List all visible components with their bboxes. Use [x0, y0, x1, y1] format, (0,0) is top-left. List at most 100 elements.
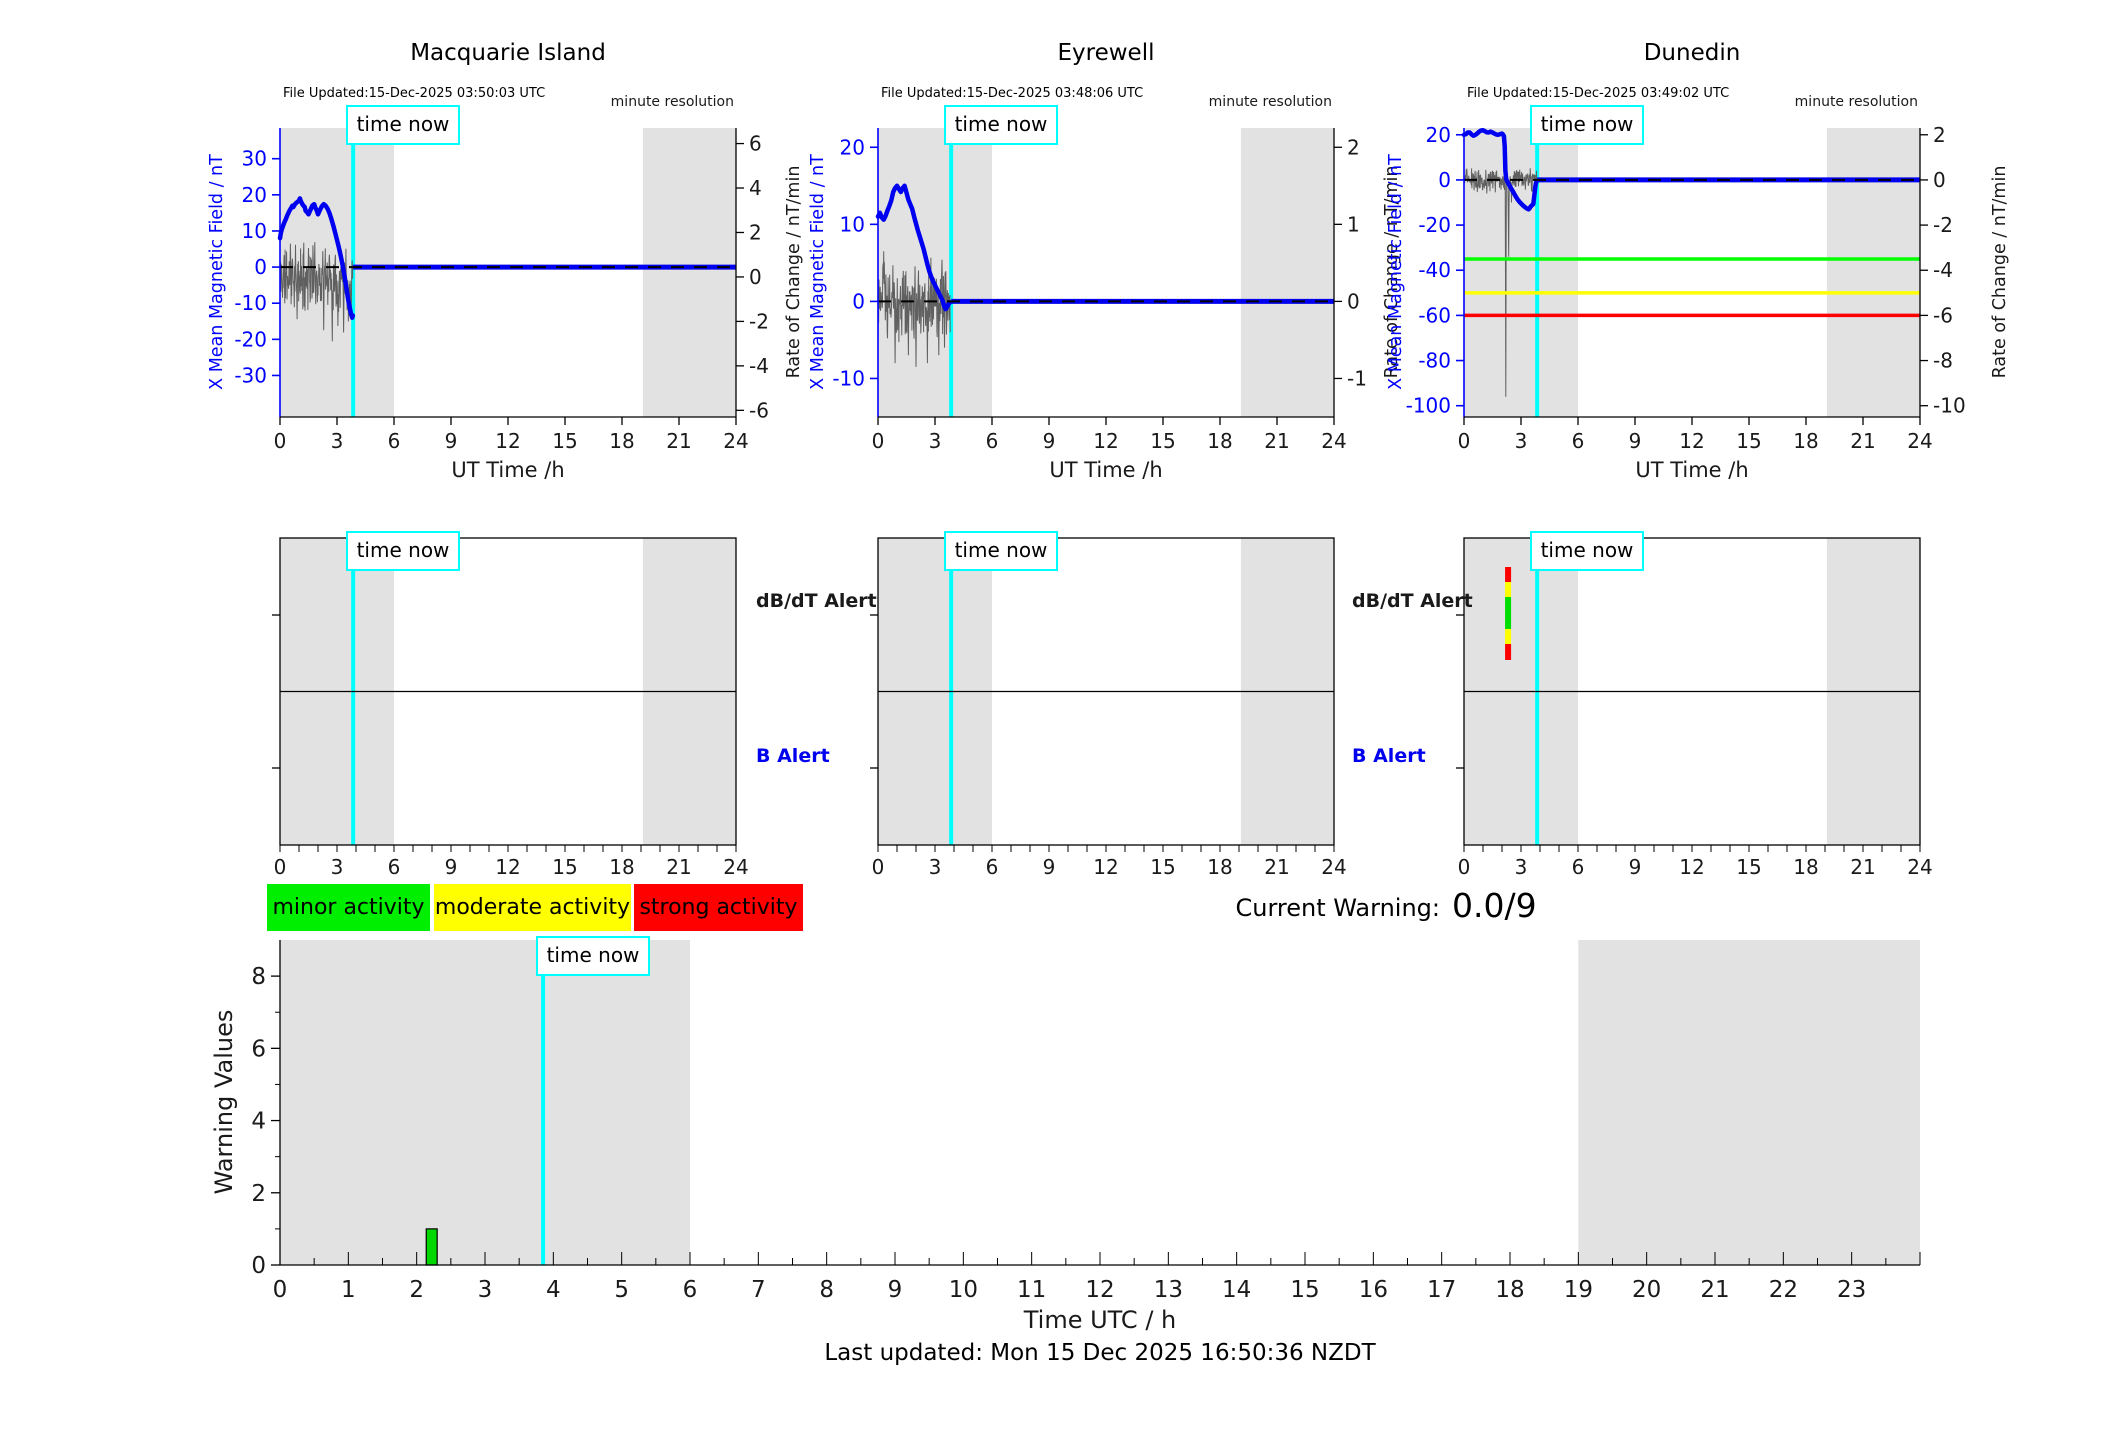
- warning-x-axis-label: Time UTC / h: [1023, 1306, 1177, 1334]
- svg-text:23: 23: [1837, 1277, 1866, 1303]
- svg-text:-2: -2: [749, 309, 769, 333]
- dbdt-alert-label: dB/dT Alert: [1352, 590, 1473, 612]
- svg-text:9: 9: [1629, 855, 1642, 879]
- time-now-box-alert: time now: [346, 531, 460, 571]
- svg-text:2: 2: [1347, 135, 1360, 159]
- svg-text:19: 19: [1564, 1277, 1593, 1303]
- file-updated-text: File Updated:15-Dec-2025 03:50:03 UTC: [283, 86, 546, 101]
- current-warning-value: 0.0/9: [1452, 886, 1537, 925]
- svg-text:15: 15: [552, 855, 577, 879]
- svg-text:20: 20: [1632, 1277, 1661, 1303]
- svg-text:4: 4: [749, 176, 762, 200]
- svg-text:24: 24: [723, 429, 748, 453]
- svg-text:-80: -80: [1418, 349, 1451, 373]
- legend-item-moderate: moderate activity: [434, 884, 631, 931]
- svg-text:-10: -10: [832, 366, 865, 390]
- svg-text:0: 0: [872, 855, 885, 879]
- svg-text:0: 0: [251, 1253, 266, 1279]
- footer-last-updated: Last updated: Mon 15 Dec 2025 16:50:36 N…: [824, 1340, 1376, 1366]
- x-axis-label: UT Time /h: [451, 458, 565, 482]
- svg-text:1: 1: [341, 1277, 356, 1303]
- svg-text:12: 12: [1093, 429, 1118, 453]
- svg-text:15: 15: [1736, 429, 1761, 453]
- svg-text:-40: -40: [1418, 258, 1451, 282]
- svg-text:8: 8: [251, 964, 266, 990]
- svg-text:2: 2: [1933, 123, 1946, 147]
- svg-text:0: 0: [1458, 429, 1471, 453]
- svg-text:9: 9: [1629, 429, 1642, 453]
- svg-text:13: 13: [1154, 1277, 1183, 1303]
- svg-text:18: 18: [1793, 429, 1818, 453]
- svg-text:20: 20: [840, 135, 865, 159]
- svg-text:18: 18: [609, 429, 634, 453]
- alert-panel-1: 0 3 6 9 12 15 18 21 24: [870, 537, 1347, 879]
- svg-text:16: 16: [1359, 1277, 1388, 1303]
- svg-text:-30: -30: [234, 363, 267, 387]
- svg-text:24: 24: [1907, 429, 1932, 453]
- svg-text:3: 3: [331, 429, 344, 453]
- svg-text:21: 21: [1264, 429, 1289, 453]
- file-updated-text: File Updated:15-Dec-2025 03:49:02 UTC: [1467, 86, 1730, 101]
- svg-text:22: 22: [1769, 1277, 1798, 1303]
- svg-text:21: 21: [1700, 1277, 1729, 1303]
- y-axis-label-left: X Mean Magnetic Field / nT: [808, 154, 828, 390]
- svg-text:15: 15: [1150, 855, 1175, 879]
- svg-text:0: 0: [749, 265, 762, 289]
- svg-text:21: 21: [1850, 855, 1875, 879]
- svg-text:6: 6: [986, 429, 999, 453]
- y-axis-label-right: Rate of Change / nT/min: [1990, 165, 2010, 379]
- svg-text:9: 9: [445, 855, 458, 879]
- svg-text:3: 3: [929, 855, 942, 879]
- svg-text:9: 9: [1043, 429, 1056, 453]
- time-now-box-alert: time now: [944, 531, 1058, 571]
- time-now-box: time now: [944, 105, 1058, 145]
- svg-text:2: 2: [251, 1181, 266, 1207]
- svg-text:3: 3: [929, 429, 942, 453]
- svg-text:9: 9: [888, 1277, 903, 1303]
- svg-text:-2: -2: [1933, 213, 1953, 237]
- svg-text:14: 14: [1222, 1277, 1251, 1303]
- legend-item-strong: strong activity: [634, 884, 803, 931]
- svg-text:4: 4: [546, 1277, 561, 1303]
- x-axis-label: UT Time /h: [1635, 458, 1749, 482]
- time-now-box-warning: time now: [536, 936, 650, 976]
- svg-text:21: 21: [1850, 429, 1875, 453]
- svg-text:3: 3: [1515, 429, 1528, 453]
- station-title: Dunedin: [1643, 40, 1741, 66]
- svg-text:-6: -6: [749, 398, 769, 422]
- svg-text:-4: -4: [1933, 258, 1953, 282]
- svg-text:12: 12: [1679, 429, 1704, 453]
- b-alert-label: B Alert: [1352, 745, 1426, 767]
- svg-text:-100: -100: [1406, 394, 1451, 418]
- svg-text:24: 24: [1321, 429, 1346, 453]
- svg-text:7: 7: [751, 1277, 766, 1303]
- svg-text:6: 6: [1572, 429, 1585, 453]
- svg-text:15: 15: [1736, 855, 1761, 879]
- resolution-note: minute resolution: [610, 94, 734, 110]
- svg-text:0: 0: [1458, 855, 1471, 879]
- svg-text:-4: -4: [749, 354, 769, 378]
- svg-text:-1: -1: [1347, 366, 1367, 390]
- svg-text:-60: -60: [1418, 303, 1451, 327]
- svg-text:6: 6: [683, 1277, 698, 1303]
- svg-text:15: 15: [1150, 429, 1175, 453]
- svg-text:10: 10: [949, 1277, 978, 1303]
- svg-text:-8: -8: [1933, 349, 1953, 373]
- svg-text:0: 0: [274, 429, 287, 453]
- svg-text:-10: -10: [234, 291, 267, 315]
- svg-text:9: 9: [445, 429, 458, 453]
- svg-text:3: 3: [1515, 855, 1528, 879]
- svg-text:4: 4: [251, 1109, 266, 1135]
- svg-text:6: 6: [388, 429, 401, 453]
- svg-text:2: 2: [749, 220, 762, 244]
- svg-text:0: 0: [872, 429, 885, 453]
- warning-y-axis-label: Warning Values: [210, 1009, 238, 1195]
- alert-panel-2: 0 3 6 9 12 15 18 21 24: [1456, 537, 1933, 879]
- dbdt-alert-label: dB/dT Alert: [756, 590, 877, 612]
- svg-text:0: 0: [852, 289, 865, 313]
- svg-text:18: 18: [1207, 429, 1232, 453]
